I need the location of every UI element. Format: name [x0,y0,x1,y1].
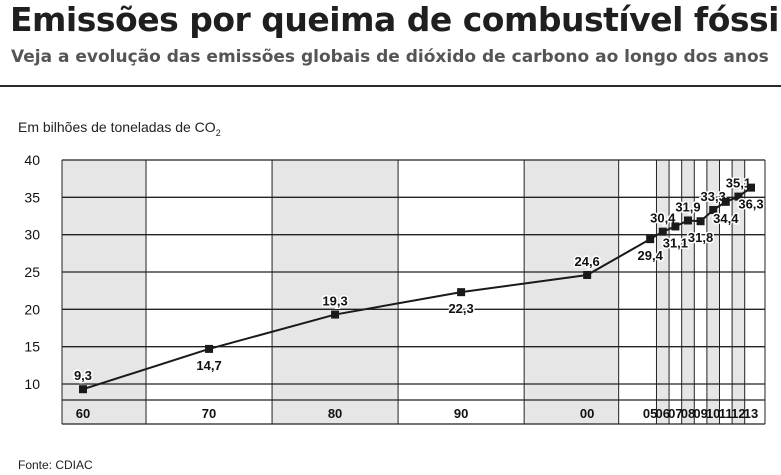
data-label: 9,3 [74,368,92,383]
data-label: 35,1 [726,176,751,191]
unit-label-subscript: 2 [215,127,221,138]
x-tick-label: 08 [681,406,695,421]
x-tick-label: 05 [643,406,657,421]
shaded-band [62,160,147,424]
y-tick-label: 40 [24,152,40,168]
data-label: 19,3 [322,294,347,309]
shaded-band [681,160,695,424]
x-tick-label: 60 [76,406,90,421]
data-label: 34,4 [713,211,739,226]
y-tick-label: 10 [24,376,40,392]
data-point-marker [658,227,667,236]
data-point-marker [331,310,340,319]
data-label: 29,4 [638,248,664,263]
shaded-band [732,160,745,424]
x-tick-label: 11 [719,406,733,421]
data-label: 31,1 [663,235,688,250]
data-point-marker [709,206,718,215]
data-label: 14,7 [196,358,221,373]
data-label: 33,3 [701,189,726,204]
chart-title: Emissões por queima de combustível fóssi… [10,0,781,39]
data-point-marker [721,197,730,206]
y-tick-label: 25 [24,264,40,280]
x-tick-label: 80 [328,406,342,421]
shaded-band [272,160,399,424]
x-tick-label: 90 [454,406,468,421]
x-tick-label: 09 [693,406,707,421]
data-point-marker [79,385,87,394]
chart-subtitle: Veja a evolução das emissões globais de … [11,47,769,67]
unit-label: Em bilhões de toneladas de CO2 [18,119,221,138]
data-point-marker [683,216,692,225]
data-label: 31,8 [688,230,713,245]
data-point-marker [671,222,680,231]
shaded-band [524,160,619,424]
y-tick-label: 15 [24,339,40,355]
data-point-marker [583,270,592,279]
data-label: 30,4 [650,211,676,226]
y-tick-label: 20 [24,301,40,317]
x-tick-label: 13 [744,406,758,421]
unit-label-text: Em bilhões de toneladas de CO [18,119,216,135]
x-tick-label: 06 [656,406,670,421]
x-tick-label: 00 [580,406,594,421]
y-tick-label: 35 [24,189,40,205]
shaded-band [706,160,720,424]
x-tick-label: 12 [731,406,745,421]
shaded-band [656,160,670,424]
x-tick-label: 07 [668,406,682,421]
data-point-marker [457,288,466,297]
data-label: 31,9 [675,199,700,214]
data-point-marker [696,217,705,226]
data-label: 24,6 [574,254,599,269]
x-tick-label: 70 [202,406,216,421]
data-point-marker [205,344,214,353]
y-tick-label: 30 [24,227,40,243]
data-point-marker [734,192,743,201]
data-label: 36,3 [738,197,763,212]
data-point-marker [747,183,755,192]
source-note: Fonte: CDIAC [18,458,93,472]
data-label: 22,3 [448,301,473,316]
data-point-marker [646,235,655,244]
x-tick-label: 10 [706,406,720,421]
header-divider [0,85,781,87]
